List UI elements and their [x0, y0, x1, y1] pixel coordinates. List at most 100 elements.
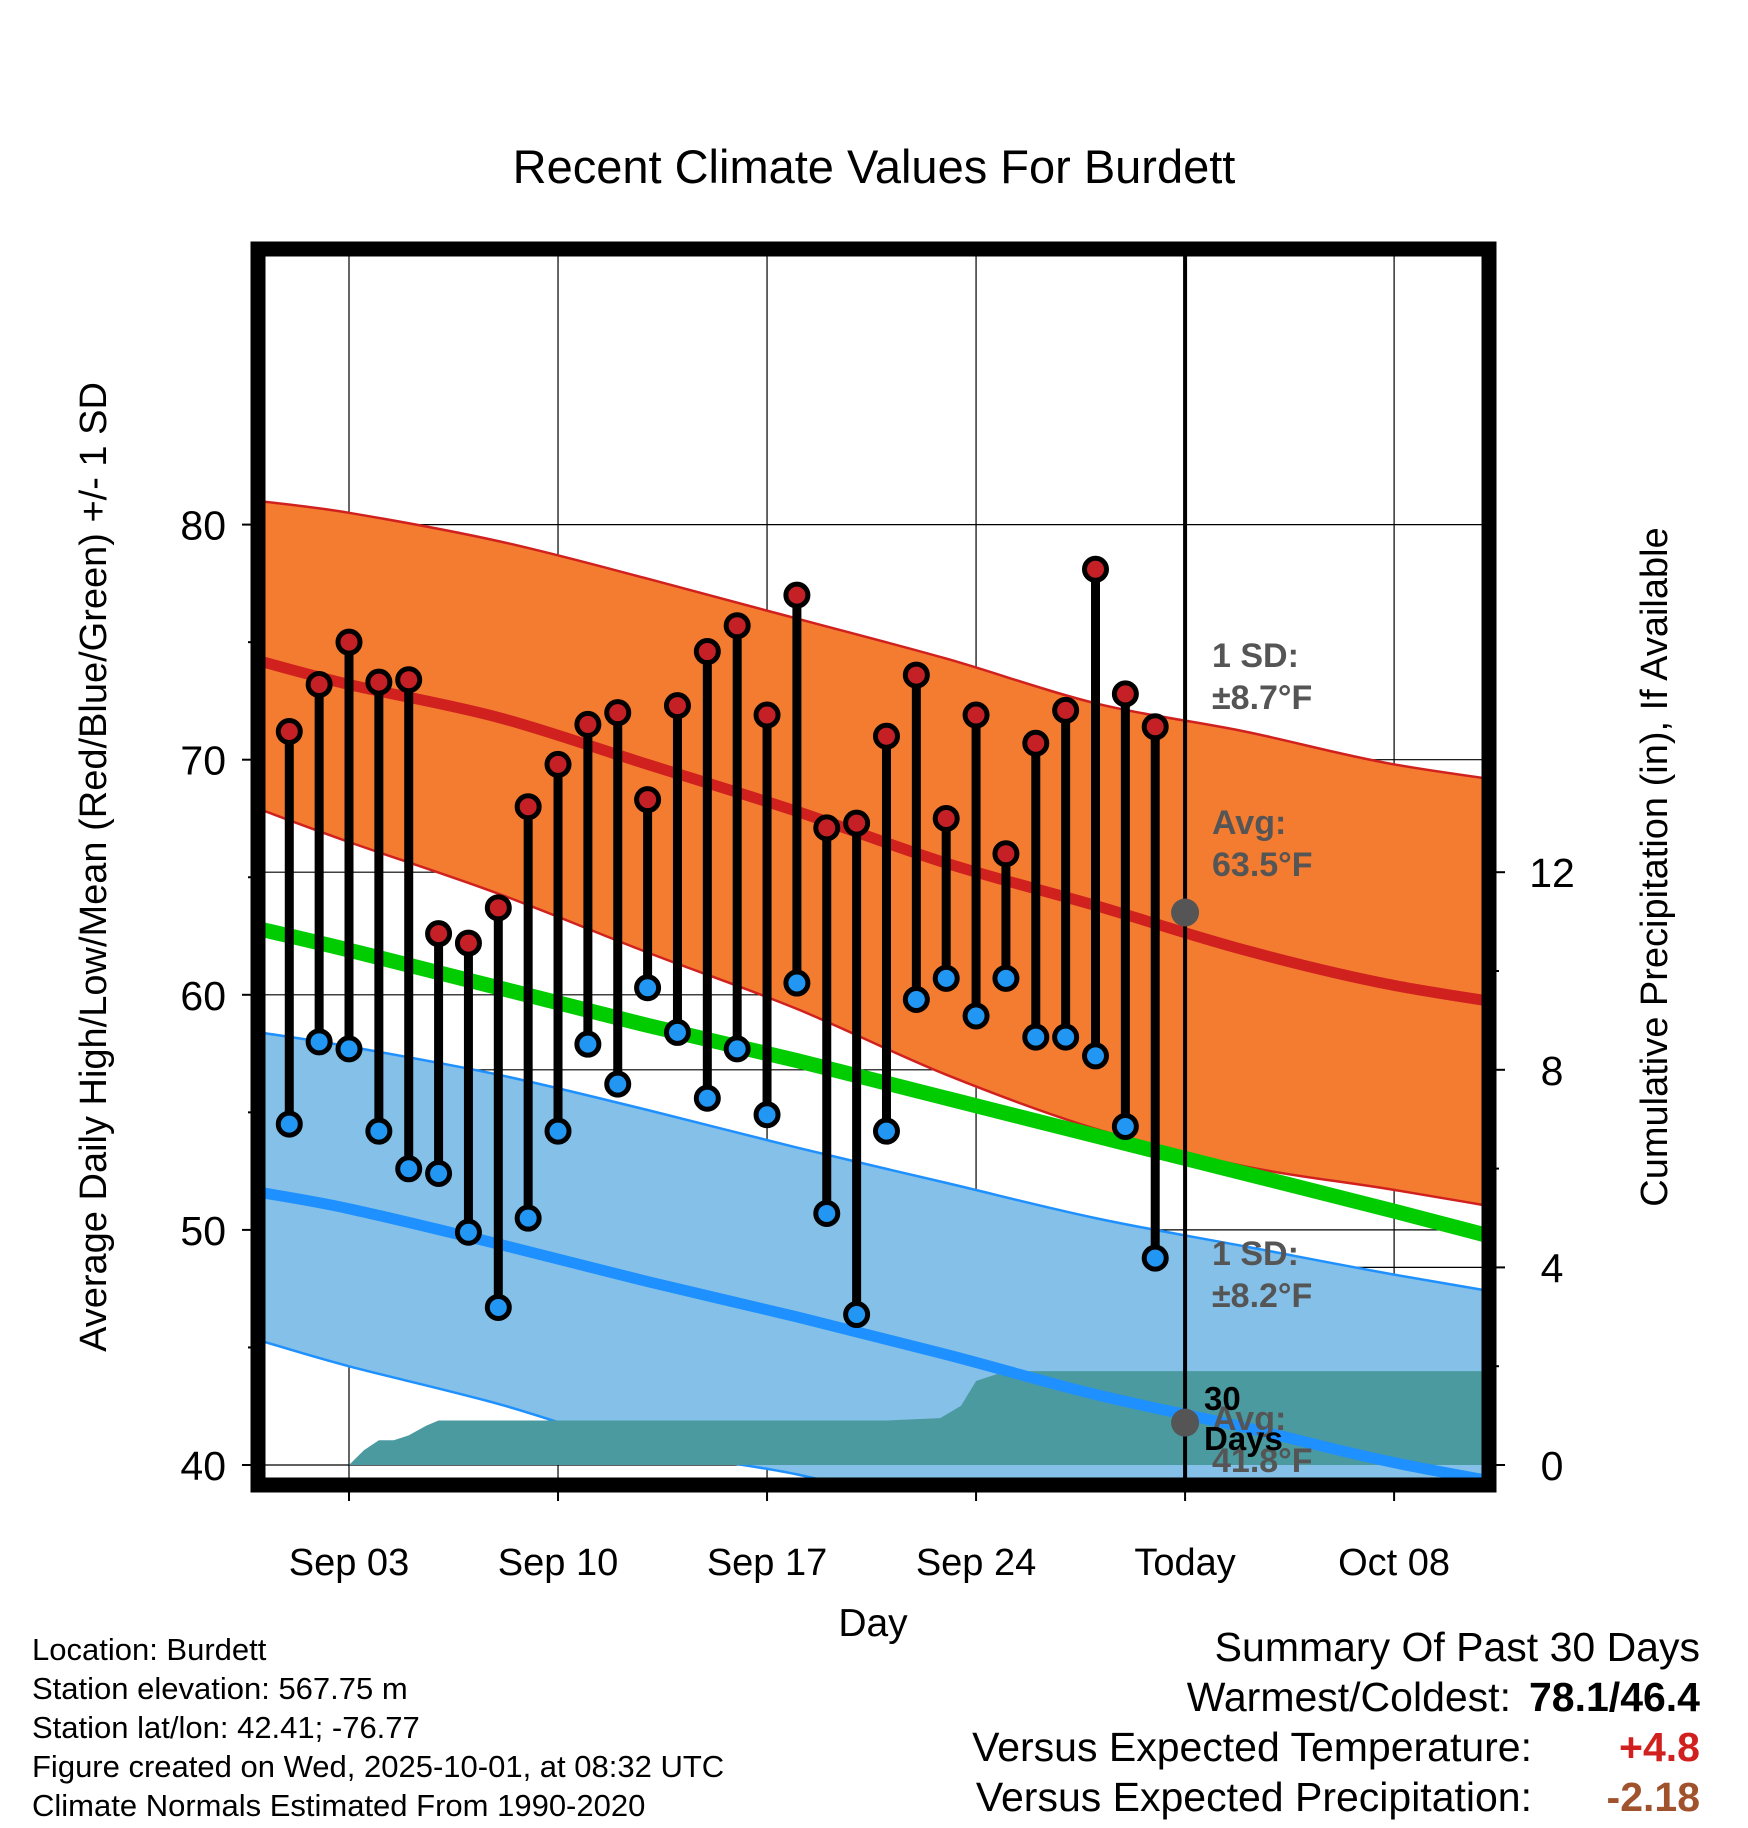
daily-high-point — [962, 701, 990, 729]
summary-precip: Versus Expected Precipitation: -2.18 — [972, 1772, 1700, 1822]
y-tick-label: 80 — [180, 503, 226, 549]
normal-lines — [262, 656, 1485, 1481]
y2-tick-label: 0 — [1541, 1443, 1564, 1489]
precip-days-label: Days — [1204, 1420, 1283, 1457]
daily-high-point — [365, 668, 393, 696]
daily-low-point — [663, 1018, 691, 1046]
daily-high-point — [992, 840, 1020, 868]
plot-frame — [250, 241, 1497, 1493]
y2-tick-label: 4 — [1541, 1245, 1564, 1291]
warmest-value: 78.1 — [1528, 1674, 1609, 1720]
x-tick-label: Oct 08 — [1338, 1542, 1450, 1584]
daily-high-point — [305, 670, 333, 698]
daily-high-point — [723, 612, 751, 640]
low-sd-band — [262, 1032, 1485, 1481]
daily-low-point — [574, 1030, 602, 1058]
daily-high-point — [783, 581, 811, 609]
daily-high-point — [604, 699, 632, 727]
x-tick-label: Today — [1134, 1542, 1235, 1584]
daily-high-point — [484, 894, 512, 922]
y-tick-label: 50 — [180, 1208, 226, 1254]
summary-warm-cold: Warmest/Coldest: 78.1/46.4 — [972, 1672, 1700, 1722]
low-sd-label-line1: 1 SD: — [1212, 1235, 1299, 1273]
info-latlon: Station lat/lon: 42.41; -76.77 — [32, 1710, 420, 1745]
high-sd-band — [262, 501, 1485, 1206]
daily-low-point — [634, 974, 662, 1002]
daily-low-point — [723, 1035, 751, 1063]
info-location: Location: Burdett — [32, 1632, 267, 1667]
normal-bands — [262, 500, 1485, 1481]
daily-high-point — [1082, 555, 1109, 583]
precip-cumulative-area — [262, 1371, 1485, 1465]
daily-low-point — [992, 964, 1020, 992]
daily-low-point — [693, 1084, 721, 1112]
daily-high-point — [753, 701, 781, 729]
precip-departure-value: -2.18 — [1606, 1774, 1700, 1820]
daily-low-point — [872, 1117, 900, 1145]
daily-high-point — [843, 809, 871, 837]
daily-high-point — [663, 692, 691, 720]
info-created: Figure created on Wed, 2025-10-01, at 08… — [32, 1749, 725, 1784]
y-tick-label: 40 — [180, 1443, 226, 1489]
daily-values — [275, 555, 1169, 1329]
high-band-lower-edge — [262, 808, 1485, 1207]
daily-low-point — [962, 1002, 990, 1030]
daily-high-point — [902, 661, 930, 689]
warm-cold-slash: / — [1608, 1674, 1621, 1720]
y2-tick-label: 12 — [1529, 850, 1575, 896]
summary-panel: Summary Of Past 30 Days Warmest/Coldest:… — [972, 1622, 1700, 1822]
normal-mean-line — [262, 921, 1485, 1243]
y-axis-left: 40 50 60 70 80 — [180, 503, 258, 1489]
summary-title: Summary Of Past 30 Days — [1214, 1624, 1700, 1670]
y-tick-label: 70 — [180, 738, 226, 784]
x-axis-label: Day — [838, 1602, 908, 1645]
daily-low-point — [544, 1117, 572, 1145]
coldest-value: 46.4 — [1620, 1674, 1700, 1720]
high-avg-label-line1: Avg: — [1212, 804, 1286, 842]
precipitation-area — [262, 1371, 1485, 1465]
daily-high-point — [872, 722, 900, 750]
daily-high-point — [395, 666, 423, 694]
x-tick-label: Sep 10 — [498, 1542, 618, 1584]
y-axis-right: 0 4 8 12 — [1489, 850, 1575, 1489]
daily-low-point — [1022, 1023, 1050, 1051]
daily-low-point — [902, 986, 930, 1014]
daily-high-point — [335, 628, 363, 656]
daily-high-point — [454, 929, 482, 957]
station-info: Location: Burdett Station elevation: 567… — [32, 1630, 724, 1825]
today-high-avg-point — [1171, 898, 1200, 927]
daily-low-point — [1141, 1244, 1169, 1272]
daily-low-point — [425, 1159, 453, 1187]
daily-low-point — [1052, 1023, 1080, 1051]
daily-low-point — [514, 1204, 542, 1232]
y2-axis-label: Cumulative Precipitation (in), If Availa… — [1634, 527, 1676, 1206]
daily-high-point — [1141, 713, 1169, 741]
high-sd-label-line1: 1 SD: — [1212, 637, 1299, 675]
high-band-upper-edge — [262, 500, 1485, 780]
precip-days-count: 30 — [1204, 1380, 1241, 1417]
daily-low-point — [1082, 1042, 1109, 1070]
y2-tick-label: 8 — [1541, 1048, 1564, 1094]
daily-high-point — [932, 804, 960, 832]
normal-high-line — [262, 656, 1485, 1007]
daily-low-point — [365, 1117, 393, 1145]
info-elevation: Station elevation: 567.75 m — [32, 1671, 408, 1706]
daily-low-point — [932, 964, 960, 992]
daily-high-point — [813, 814, 841, 842]
daily-low-point — [454, 1218, 482, 1246]
daily-low-point — [275, 1110, 303, 1138]
daily-high-point — [1022, 729, 1050, 757]
high-sd-value: ±8.7°F — [1212, 679, 1312, 717]
daily-high-point — [634, 786, 662, 814]
precip-label: Versus Expected Precipitation: — [975, 1774, 1532, 1820]
daily-low-point — [604, 1070, 632, 1098]
daily-low-point — [1111, 1112, 1139, 1140]
daily-high-point — [425, 920, 453, 948]
x-tick-label: Sep 17 — [707, 1542, 827, 1584]
x-tick-label: Sep 03 — [289, 1542, 409, 1584]
daily-low-point — [395, 1155, 423, 1183]
annotations: 1 SD: ±8.7°F Avg: 63.5°F 1 SD: ±8.2°F Avg: 41.8… — [1171, 637, 1313, 1480]
low-band-upper-edge — [262, 1031, 1485, 1292]
y-axis-label: Average Daily High/Low/Mean (Red/Blue/Gr… — [73, 382, 115, 1352]
